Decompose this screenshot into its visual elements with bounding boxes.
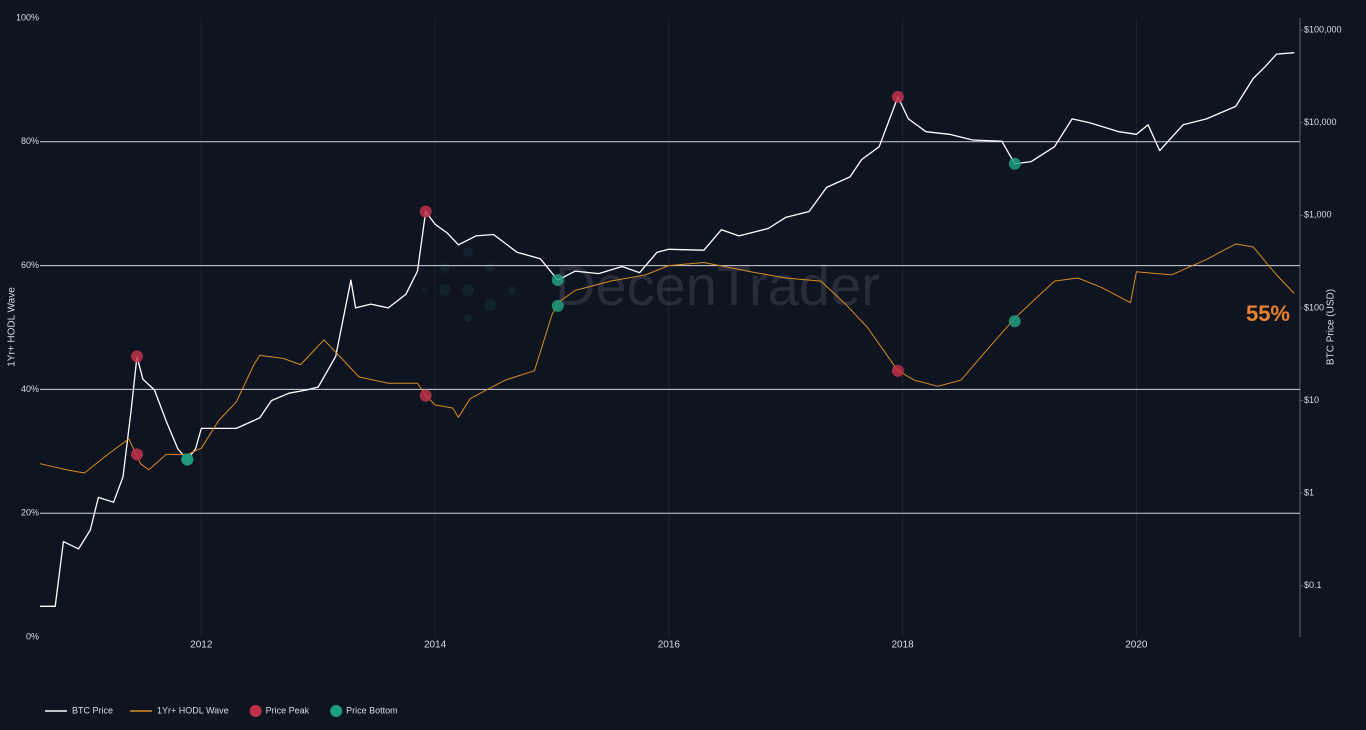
marker [891,90,904,103]
x-tick-label: 2020 [1125,640,1148,651]
y2-axis-title: BTC Price (USD) [1326,289,1337,365]
marker [131,448,144,461]
y2-tick-label: $0.1 [1304,580,1322,590]
y-tick-label: 60% [21,260,39,270]
legend-item: Price Bottom [330,705,398,717]
marker [551,299,564,312]
legend-swatch [330,705,343,717]
y-tick-label: 100% [16,12,39,22]
marker [891,364,904,377]
legend-label: Price Bottom [346,705,398,715]
legend-swatch [249,705,262,717]
x-tick-label: 2012 [190,640,213,651]
annotation: 55% [1246,301,1290,326]
legend-label: BTC Price [72,705,113,715]
watermark-logo [422,247,516,322]
y2-tick-label: $1,000 [1304,210,1332,220]
marker [181,453,194,466]
marker [1008,157,1021,170]
watermark: DecenTrader [555,254,880,317]
y-tick-label: 80% [21,136,39,146]
legend-label: 1Yr+ HODL Wave [157,705,229,715]
marker [1008,315,1021,328]
legend-item: Price Peak [249,705,310,717]
y2-tick-label: $100,000 [1304,24,1342,34]
y2-tick-label: $1 [1304,488,1314,498]
x-tick-label: 2014 [424,640,447,651]
legend-label: Price Peak [266,705,310,715]
y-tick-label: 20% [21,508,39,518]
marker [551,274,564,287]
marker [131,350,144,363]
y2-tick-label: $100 [1304,302,1324,312]
marker [419,205,432,218]
series-line [40,52,1295,607]
grid [40,18,1300,637]
y-tick-label: 0% [26,631,39,641]
legend-item: BTC Price [45,705,113,715]
y-axis-title: 1Yr+ HODL Wave [7,287,18,367]
y2-tick-label: $10,000 [1304,117,1337,127]
x-tick-label: 2016 [658,640,681,651]
marker [419,389,432,402]
legend-item: 1Yr+ HODL Wave [130,705,229,715]
y2-tick-label: $10 [1304,395,1319,405]
x-tick-label: 2018 [891,640,914,651]
y-tick-label: 40% [21,384,39,394]
